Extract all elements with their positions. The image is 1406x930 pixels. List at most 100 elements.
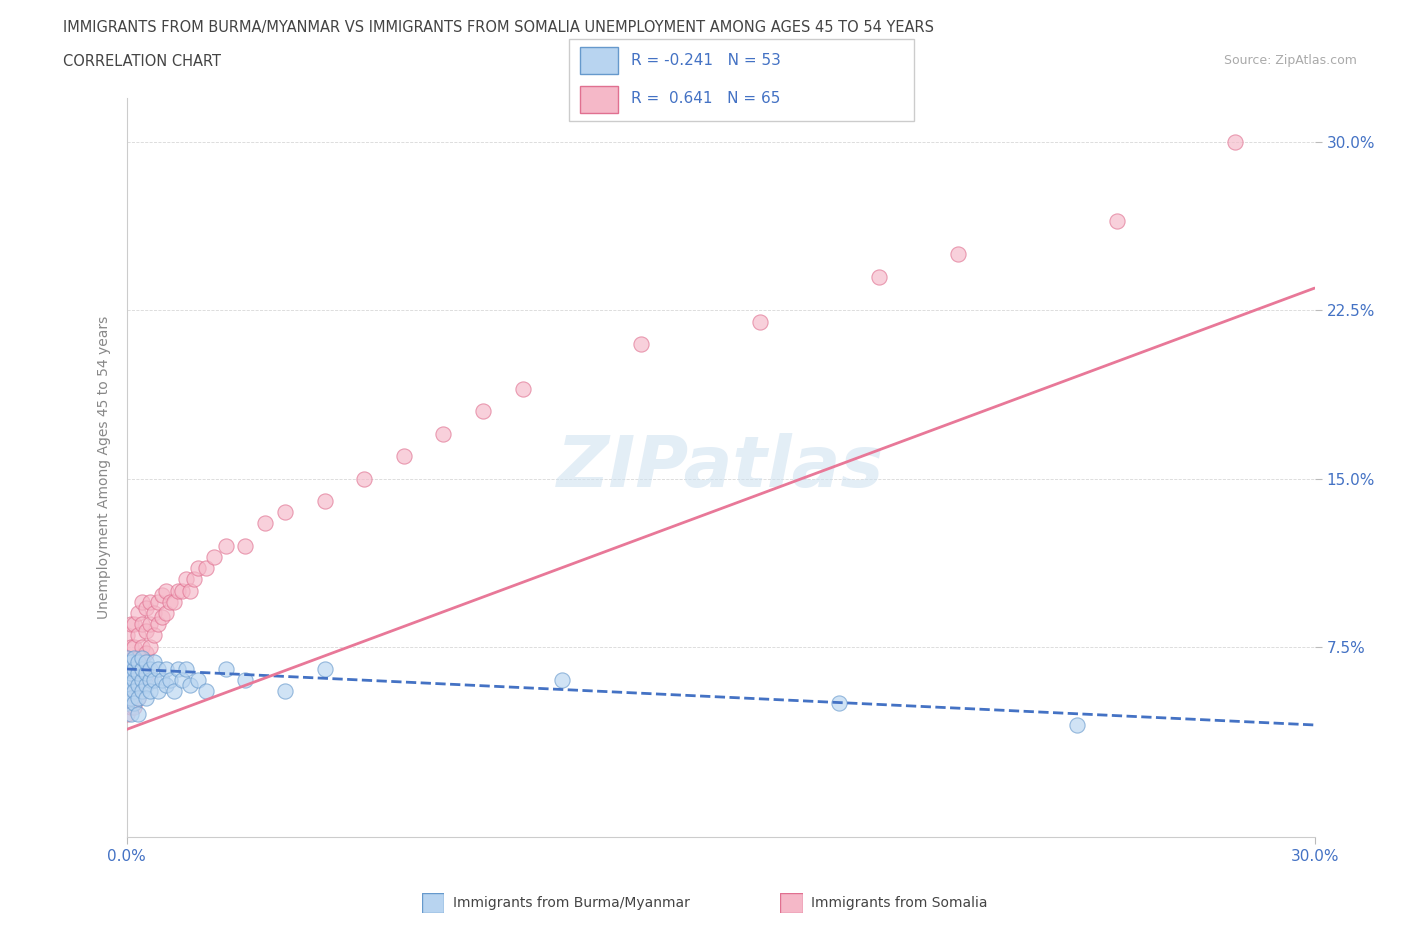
Point — [135, 645, 157, 660]
Text: ZIPatlas: ZIPatlas — [557, 432, 884, 502]
Point — [148, 661, 170, 676]
Point — [139, 639, 162, 654]
Point — [124, 639, 146, 654]
Point — [127, 655, 149, 670]
Point — [946, 247, 969, 262]
Y-axis label: Unemployment Among Ages 45 to 54 years: Unemployment Among Ages 45 to 54 years — [97, 315, 111, 619]
Point — [143, 655, 166, 670]
Text: R = -0.241   N = 53: R = -0.241 N = 53 — [631, 53, 782, 68]
Point — [124, 695, 146, 710]
Point — [148, 594, 170, 609]
Point — [167, 583, 190, 598]
Point — [1105, 214, 1128, 229]
Point — [139, 672, 162, 687]
Point — [274, 505, 297, 520]
Point — [124, 661, 146, 676]
Text: IMMIGRANTS FROM BURMA/MYANMAR VS IMMIGRANTS FROM SOMALIA UNEMPLOYMENT AMONG AGES: IMMIGRANTS FROM BURMA/MYANMAR VS IMMIGRA… — [63, 20, 934, 35]
Point — [183, 572, 205, 587]
Point — [115, 650, 138, 665]
Point — [143, 672, 166, 687]
Point — [120, 617, 142, 631]
Point — [194, 684, 217, 698]
Point — [124, 684, 146, 698]
Point — [127, 691, 149, 706]
Point — [179, 677, 201, 692]
Point — [179, 583, 201, 598]
Point — [124, 672, 146, 687]
Point — [139, 617, 162, 631]
Point — [120, 639, 142, 654]
Point — [139, 684, 162, 698]
Text: CORRELATION CHART: CORRELATION CHART — [63, 54, 221, 69]
FancyBboxPatch shape — [579, 86, 617, 113]
Point — [828, 695, 851, 710]
Point — [167, 661, 190, 676]
FancyBboxPatch shape — [422, 893, 444, 913]
Point — [214, 538, 236, 553]
Point — [187, 561, 209, 576]
FancyBboxPatch shape — [569, 39, 914, 121]
Point — [353, 472, 375, 486]
Point — [148, 617, 170, 631]
Text: Immigrants from Somalia: Immigrants from Somalia — [811, 896, 988, 910]
Point — [135, 691, 157, 706]
Point — [127, 666, 149, 681]
Point — [148, 684, 170, 698]
Point — [314, 661, 336, 676]
Point — [159, 594, 181, 609]
Point — [472, 404, 495, 418]
Point — [1066, 718, 1088, 733]
Point — [170, 672, 193, 687]
Point — [159, 672, 181, 687]
Point — [1225, 135, 1247, 150]
Point — [868, 270, 890, 285]
Text: Immigrants from Burma/Myanmar: Immigrants from Burma/Myanmar — [453, 896, 689, 910]
Point — [139, 661, 162, 676]
Point — [120, 691, 142, 706]
Point — [131, 617, 153, 631]
Point — [135, 677, 157, 692]
Point — [120, 707, 142, 722]
Point — [120, 655, 142, 670]
Point — [194, 561, 217, 576]
Point — [150, 610, 173, 625]
Point — [120, 666, 142, 681]
Point — [115, 661, 138, 676]
Point — [131, 594, 153, 609]
Point — [124, 699, 146, 714]
Point — [170, 583, 193, 598]
Point — [135, 623, 157, 638]
FancyBboxPatch shape — [579, 47, 617, 74]
Point — [139, 594, 162, 609]
Point — [115, 672, 138, 687]
Point — [124, 650, 146, 665]
Point — [143, 628, 166, 643]
Point — [135, 669, 157, 684]
Point — [131, 661, 153, 676]
Point — [274, 684, 297, 698]
Point — [115, 628, 138, 643]
Point — [254, 516, 277, 531]
Point — [143, 605, 166, 620]
Point — [127, 605, 149, 620]
Point — [115, 695, 138, 710]
Point — [392, 448, 415, 463]
Point — [512, 381, 534, 396]
Point — [432, 426, 454, 441]
Point — [124, 661, 146, 676]
Point — [314, 494, 336, 509]
Point — [630, 337, 652, 352]
Point — [551, 672, 574, 687]
Point — [131, 650, 153, 665]
Point — [115, 707, 138, 722]
Point — [115, 695, 138, 710]
Point — [127, 628, 149, 643]
Point — [131, 672, 153, 687]
Point — [120, 661, 142, 676]
Point — [163, 684, 186, 698]
Point — [124, 617, 146, 631]
Point — [163, 594, 186, 609]
Point — [115, 672, 138, 687]
Point — [127, 677, 149, 692]
Point — [174, 661, 197, 676]
